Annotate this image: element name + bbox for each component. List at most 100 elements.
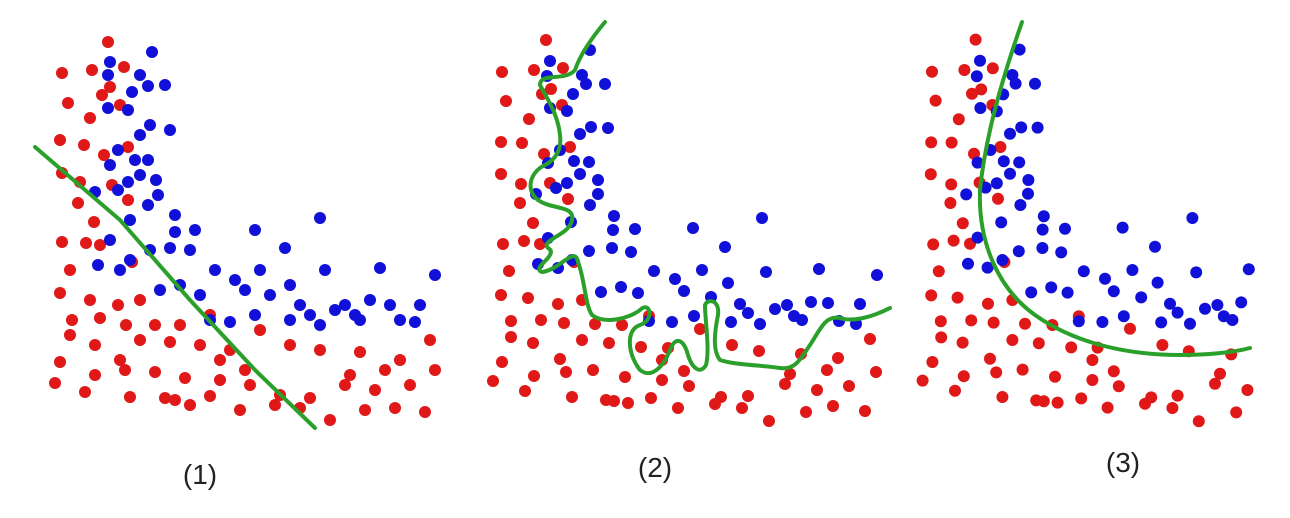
blue-class-dot: [284, 314, 296, 326]
red-class-dot: [945, 136, 958, 149]
blue-class-dot: [567, 88, 579, 100]
red-class-dot: [587, 364, 599, 376]
blue-class-dot: [725, 316, 737, 328]
blue-class-dot: [224, 316, 236, 328]
red-class-dot: [114, 354, 126, 366]
blue-class-dot: [629, 223, 641, 235]
red-class-dot: [562, 193, 574, 205]
red-class-dot: [194, 339, 206, 351]
blue-class-dot: [134, 69, 146, 81]
red-class-dot: [369, 384, 381, 396]
panel-1-decision-boundary: [33, 145, 317, 430]
blue-class-dot: [159, 79, 171, 91]
blue-class-dot: [781, 299, 793, 311]
red-class-dot: [994, 141, 1007, 153]
red-class-dot: [811, 384, 823, 396]
red-class-dot: [1214, 367, 1226, 380]
red-class-dot: [619, 371, 631, 383]
red-class-dot: [1112, 380, 1125, 393]
red-class-dot: [540, 34, 552, 46]
panel-3-decision-boundary: [977, 20, 1252, 357]
red-class-dot: [535, 314, 547, 326]
blue-class-dot: [648, 265, 660, 277]
blue-class-dot: [354, 314, 366, 326]
blue-class-dot: [1013, 156, 1026, 169]
red-class-dot: [514, 197, 526, 209]
red-class-dot: [523, 113, 535, 125]
blue-class-dot: [583, 156, 595, 168]
red-class-dot: [119, 364, 131, 376]
blue-class-dot: [990, 177, 1003, 190]
blue-class-dot: [1013, 43, 1026, 56]
red-class-dot: [763, 415, 775, 427]
blue-class-dot: [150, 174, 162, 186]
red-class-dot: [254, 324, 266, 336]
blue-class-dot: [574, 128, 586, 140]
red-class-dot: [84, 112, 96, 124]
red-class-dot: [339, 379, 351, 391]
blue-class-dot: [339, 299, 351, 311]
red-class-dot: [169, 394, 181, 406]
blue-class-dot: [1004, 167, 1016, 180]
blue-class-dot: [229, 274, 241, 286]
blue-class-dot: [384, 299, 396, 311]
blue-class-dot: [997, 155, 1010, 168]
blue-class-dot: [962, 257, 974, 270]
blue-class-dot: [719, 241, 731, 253]
red-class-dot: [94, 312, 106, 324]
blue-class-dot: [124, 214, 136, 226]
blue-class-dot: [1164, 297, 1176, 310]
red-class-dot: [564, 141, 576, 153]
blue-class-dot: [1116, 221, 1129, 234]
blue-class-dot: [1235, 296, 1248, 309]
red-class-dot: [79, 386, 91, 398]
blue-class-dot: [284, 279, 296, 291]
blue-class-dot: [146, 46, 158, 58]
panel-2: (2): [487, 20, 892, 483]
red-class-dot: [497, 238, 509, 250]
red-class-dot: [678, 365, 690, 377]
red-class-dot: [956, 336, 969, 349]
red-class-dot: [112, 299, 124, 311]
blue-class-dot: [1009, 77, 1022, 90]
red-class-dot: [118, 61, 130, 73]
blue-class-dot: [304, 309, 316, 321]
red-class-dot: [1192, 415, 1205, 428]
blue-class-dot: [996, 254, 1009, 266]
red-class-dot: [54, 134, 66, 146]
blue-class-dot: [314, 319, 326, 331]
red-class-dot: [870, 366, 882, 378]
panel-3: (3): [916, 20, 1255, 478]
blue-class-dot: [414, 299, 426, 311]
blue-class-dot: [142, 199, 154, 211]
red-class-dot: [1230, 406, 1243, 419]
blue-class-dot: [329, 304, 341, 316]
red-class-dot: [827, 400, 839, 412]
blue-class-dot: [756, 212, 768, 224]
blue-class-dot: [580, 78, 592, 90]
red-class-dot: [284, 339, 296, 351]
blue-class-dot: [1186, 212, 1199, 224]
red-class-dot: [495, 289, 507, 301]
red-class-dot: [419, 406, 431, 418]
red-class-dot: [359, 404, 371, 416]
blue-class-dot: [625, 246, 637, 258]
blue-class-dot: [112, 184, 124, 196]
red-class-dot: [694, 323, 706, 335]
red-class-dot: [742, 390, 754, 402]
red-class-dot: [96, 89, 108, 101]
red-class-dot: [616, 319, 628, 331]
blue-class-dot: [374, 262, 386, 274]
blue-class-dot: [599, 78, 611, 90]
red-class-dot: [945, 178, 958, 191]
red-class-dot: [947, 234, 960, 247]
blue-class-dot: [1037, 210, 1050, 223]
blue-class-dot: [1135, 291, 1148, 304]
blue-class-dot: [574, 168, 586, 180]
panel-3-dots: [916, 33, 1255, 428]
red-class-dot: [54, 356, 66, 368]
red-class-dot: [1086, 374, 1099, 386]
red-class-dot: [635, 341, 647, 353]
blue-class-dot: [1199, 302, 1211, 315]
blue-class-dot: [129, 154, 141, 166]
